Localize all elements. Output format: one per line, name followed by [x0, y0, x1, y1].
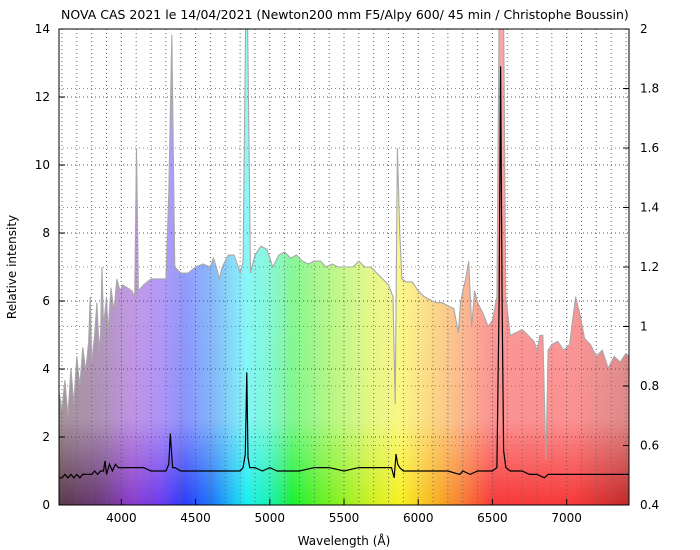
- chart-title: NOVA CAS 2021 le 14/04/2021 (Newton200 m…: [61, 7, 629, 22]
- y-tick-label: 10: [35, 158, 50, 172]
- plot-area: [58, 28, 630, 506]
- x-tick-label: 6000: [403, 511, 434, 525]
- x-tick-label: 4500: [180, 511, 211, 525]
- y2-tick-label: 1.8: [640, 82, 659, 96]
- y2-tick-label: 0.6: [640, 439, 659, 453]
- x-axis: 4000 4500 5000 5500 6000 6500 7000: [106, 499, 582, 525]
- continuum-line: [59, 29, 629, 461]
- y-tick-label: 6: [42, 294, 50, 308]
- y-tick-label: 12: [35, 90, 50, 104]
- y2-tick-label: 1.2: [640, 260, 659, 274]
- x-tick-label: 5500: [329, 511, 360, 525]
- y2-tick-label: 0.8: [640, 379, 659, 393]
- y-tick-label: 2: [42, 430, 50, 444]
- x-axis-label: Wavelength (Å): [298, 533, 391, 548]
- y2-tick-label: 0.4: [640, 498, 659, 512]
- x-tick-label: 4000: [106, 511, 137, 525]
- y-tick-label: 0: [42, 498, 50, 512]
- spectrum-line: [59, 66, 629, 479]
- x-tick-label: 6500: [477, 511, 508, 525]
- y2-tick-label: 1.4: [640, 201, 659, 215]
- y2-tick-label: 1.6: [640, 141, 659, 155]
- y-axis-left: 0 2 4 6 8 10 12 14: [35, 22, 65, 512]
- y-tick-label: 4: [42, 362, 50, 376]
- y-tick-label: 8: [42, 226, 50, 240]
- y-axis-label: Relative intensity: [5, 215, 19, 319]
- continuum-area-shade: [59, 29, 629, 505]
- x-tick-label: 7000: [551, 511, 582, 525]
- y2-tick-label: 1: [640, 320, 648, 334]
- spectrum-lines: [59, 29, 629, 479]
- y-axis-right: 0.4 0.6 0.8 1 1.2 1.4 1.6 1.8 2: [623, 22, 659, 512]
- continuum-fill: [59, 29, 629, 505]
- x-tick-label: 5000: [255, 511, 286, 525]
- y-tick-label: 14: [35, 22, 50, 36]
- y2-tick-label: 2: [640, 22, 648, 36]
